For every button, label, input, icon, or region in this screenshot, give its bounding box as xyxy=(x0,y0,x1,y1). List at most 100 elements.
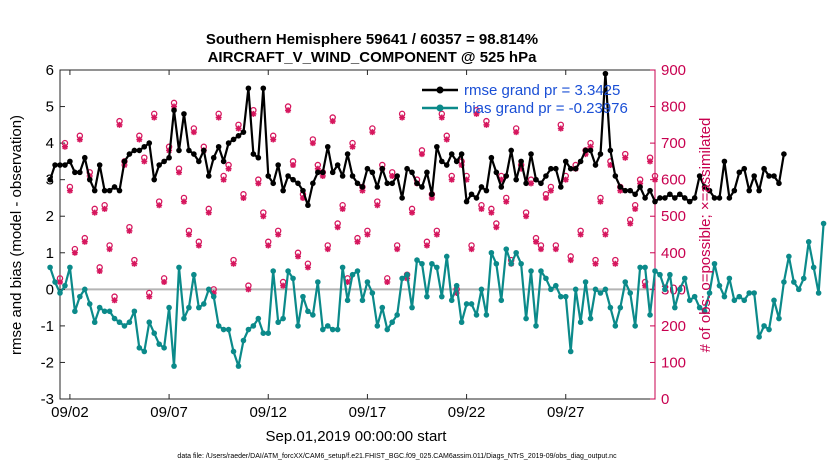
rmse-point xyxy=(225,140,232,146)
bias-point xyxy=(424,293,430,300)
obs-assimilated-point xyxy=(552,246,559,253)
bias-point xyxy=(171,363,177,369)
x-tick-label: 09/07 xyxy=(150,404,188,421)
bias-point xyxy=(721,293,728,300)
rmse-point xyxy=(62,162,68,168)
rmse-point xyxy=(453,158,460,165)
rmse-point xyxy=(781,151,787,157)
x-tick-label: 09/12 xyxy=(249,404,287,421)
rmse-point xyxy=(200,147,207,154)
rmse-point xyxy=(493,169,500,176)
rmse-point xyxy=(612,173,619,179)
bias-point xyxy=(220,326,227,333)
rmse-point xyxy=(409,169,415,176)
rmse-point xyxy=(220,158,227,165)
bias-point xyxy=(468,301,475,307)
rmse-point xyxy=(543,173,549,179)
obs-assimilated-point xyxy=(418,151,425,158)
obs-assimilated-point xyxy=(458,162,465,169)
bias-point xyxy=(686,297,693,304)
obs-assimilated-point xyxy=(180,198,187,205)
bias-point xyxy=(225,326,232,333)
obs-assimilated-point xyxy=(270,136,277,143)
rmse-point xyxy=(91,187,98,194)
obs-assimilated-point xyxy=(329,118,336,125)
obs-assimilated-point xyxy=(473,110,480,117)
bias-point xyxy=(696,304,703,311)
rmse-point xyxy=(582,147,589,154)
bias-point xyxy=(310,312,316,318)
bias-point xyxy=(72,308,78,315)
bias-point xyxy=(334,326,341,333)
rmse-point xyxy=(191,151,197,157)
bias-point xyxy=(196,304,202,311)
obs-assimilated-point xyxy=(567,257,574,264)
rmse-point xyxy=(523,180,529,187)
bias-point xyxy=(523,315,529,322)
obs-assimilated-point xyxy=(245,286,252,293)
rmse-point xyxy=(151,176,158,183)
obs-assimilated-point xyxy=(314,165,321,172)
bias-point xyxy=(657,271,663,278)
bias-point xyxy=(632,323,638,329)
bias-point xyxy=(156,341,162,347)
obs-assimilated-point xyxy=(374,202,381,209)
rmse-point xyxy=(538,180,544,187)
obs-assimilated-point xyxy=(131,260,138,267)
obs-assimilated-point xyxy=(57,279,63,286)
bias-point xyxy=(820,220,827,227)
bias-point xyxy=(101,308,108,315)
rmse-point xyxy=(721,158,728,165)
bias-point xyxy=(111,315,118,322)
bias-point xyxy=(329,326,336,333)
rmse-point xyxy=(101,187,108,194)
obs-assimilated-point xyxy=(255,180,262,187)
obs-assimilated-point xyxy=(428,194,435,201)
rmse-point xyxy=(434,143,440,150)
obs-assimilated-point xyxy=(488,209,495,216)
obs-assimilated-point xyxy=(334,224,341,231)
bias-point xyxy=(62,282,68,289)
bias-point xyxy=(121,323,128,329)
rmse-point xyxy=(672,195,678,201)
obs-assimilated-point xyxy=(61,143,68,150)
bias-point xyxy=(483,312,490,318)
rmse-point xyxy=(508,147,515,154)
bias-point xyxy=(443,253,450,260)
obs-assimilated-point xyxy=(627,220,634,227)
obs-assimilated-point xyxy=(577,231,584,238)
rmse-point xyxy=(86,176,93,183)
rmse-point xyxy=(116,187,123,194)
y-tick-label-left: -3 xyxy=(41,391,54,408)
obs-assimilated-point xyxy=(542,194,549,201)
bias-point xyxy=(414,257,420,263)
rmse-point xyxy=(310,180,316,187)
rmse-point xyxy=(324,143,331,150)
rmse-point xyxy=(706,187,713,194)
rmse-point xyxy=(354,180,361,187)
rmse-point xyxy=(245,85,252,92)
bias-point xyxy=(57,290,63,296)
obs-assimilated-point xyxy=(116,121,123,128)
rmse-point xyxy=(364,165,371,172)
bias-point xyxy=(795,286,802,293)
rmse-point xyxy=(711,195,718,201)
bias-point xyxy=(607,304,614,311)
rmse-point xyxy=(215,143,222,150)
obs-assimilated-point xyxy=(612,260,619,267)
rmse-point xyxy=(751,173,757,179)
bias-point xyxy=(726,275,733,282)
bias-point xyxy=(151,330,158,337)
rmse-point xyxy=(205,173,212,179)
rmse-point xyxy=(235,133,242,139)
y-axis-label-right: # of obs: o=possible; ×=assimilated xyxy=(697,118,714,353)
bias-point xyxy=(300,293,306,300)
obs-assimilated-point xyxy=(136,136,143,143)
obs-assimilated-point xyxy=(389,173,396,180)
x-tick-label: 09/02 xyxy=(51,404,89,421)
rmse-point xyxy=(399,195,405,201)
rmse-point xyxy=(230,136,237,143)
obs-assimilated-point xyxy=(66,187,73,194)
bias-point xyxy=(354,268,361,274)
obs-assimilated-point xyxy=(176,169,182,176)
